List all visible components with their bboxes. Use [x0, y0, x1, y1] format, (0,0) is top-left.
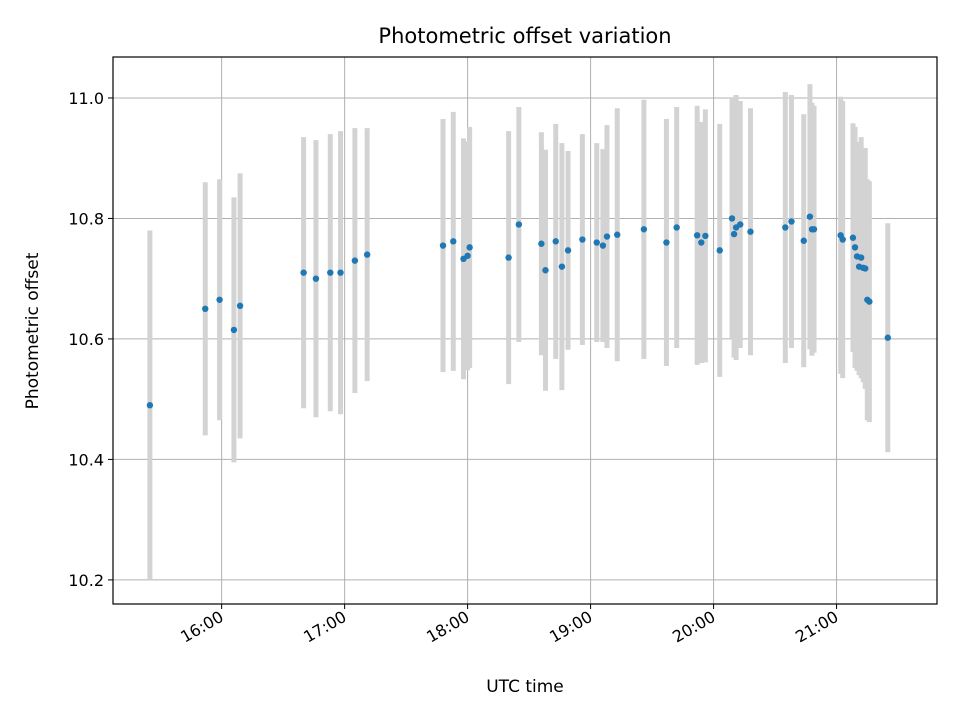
- data-point: [866, 298, 873, 305]
- y-axis-label: Photometric offset: [23, 252, 43, 409]
- y-tick-label: 10.2: [68, 571, 104, 590]
- data-point: [300, 269, 307, 276]
- data-point: [216, 296, 223, 303]
- data-point: [466, 244, 473, 251]
- data-point: [363, 251, 371, 258]
- data-point: [599, 242, 607, 249]
- data-point: [851, 244, 859, 251]
- data-point: [806, 213, 814, 220]
- data-point: [862, 265, 869, 272]
- data-point: [614, 231, 621, 238]
- data-point: [564, 247, 572, 254]
- data-point: [693, 232, 701, 239]
- data-point: [839, 236, 846, 243]
- data-point: [810, 226, 818, 233]
- data-point: [673, 224, 680, 231]
- data-point: [464, 252, 471, 259]
- chart-title: Photometric offset variation: [378, 24, 671, 48]
- y-tick-label: 10.8: [68, 209, 104, 228]
- data-point: [579, 236, 586, 243]
- data-point: [640, 226, 648, 233]
- data-point: [312, 275, 320, 282]
- plot-frame: [112, 56, 938, 605]
- data-point: [450, 238, 457, 245]
- y-tick-label: 11.0: [68, 89, 104, 108]
- y-tick-label: 10.6: [68, 330, 104, 349]
- data-point: [702, 232, 709, 240]
- data-point: [737, 221, 744, 228]
- data-point: [728, 215, 736, 222]
- data-point: [202, 305, 209, 313]
- data-point: [439, 242, 447, 249]
- data-point: [542, 267, 549, 274]
- y-tick-label: 10.4: [68, 450, 104, 469]
- y-axis: 10.2 10.4 10.6 10.8 11.0: [68, 89, 113, 590]
- data-point: [515, 221, 523, 228]
- data-point: [884, 334, 892, 341]
- data-point: [603, 233, 611, 240]
- data-point: [800, 237, 807, 244]
- data-point: [505, 254, 512, 261]
- data-point: [698, 239, 705, 246]
- data-point: [730, 230, 738, 238]
- data-point: [327, 269, 334, 276]
- data-point: [230, 326, 238, 334]
- data-point: [538, 240, 545, 247]
- data-point: [558, 263, 566, 270]
- data-point: [593, 239, 600, 246]
- data-point: [849, 234, 857, 241]
- data-point: [663, 239, 670, 246]
- data-point: [236, 302, 244, 310]
- data-point: [716, 247, 723, 254]
- data-point: [782, 224, 789, 231]
- data-point: [857, 254, 865, 261]
- data-point: [788, 218, 795, 225]
- data-points: [146, 213, 892, 409]
- data-point: [337, 269, 344, 276]
- data-point: [146, 402, 154, 409]
- data-point: [351, 257, 359, 264]
- data-point: [747, 228, 754, 235]
- data-point: [552, 238, 559, 245]
- x-axis-label: UTC time: [486, 677, 564, 697]
